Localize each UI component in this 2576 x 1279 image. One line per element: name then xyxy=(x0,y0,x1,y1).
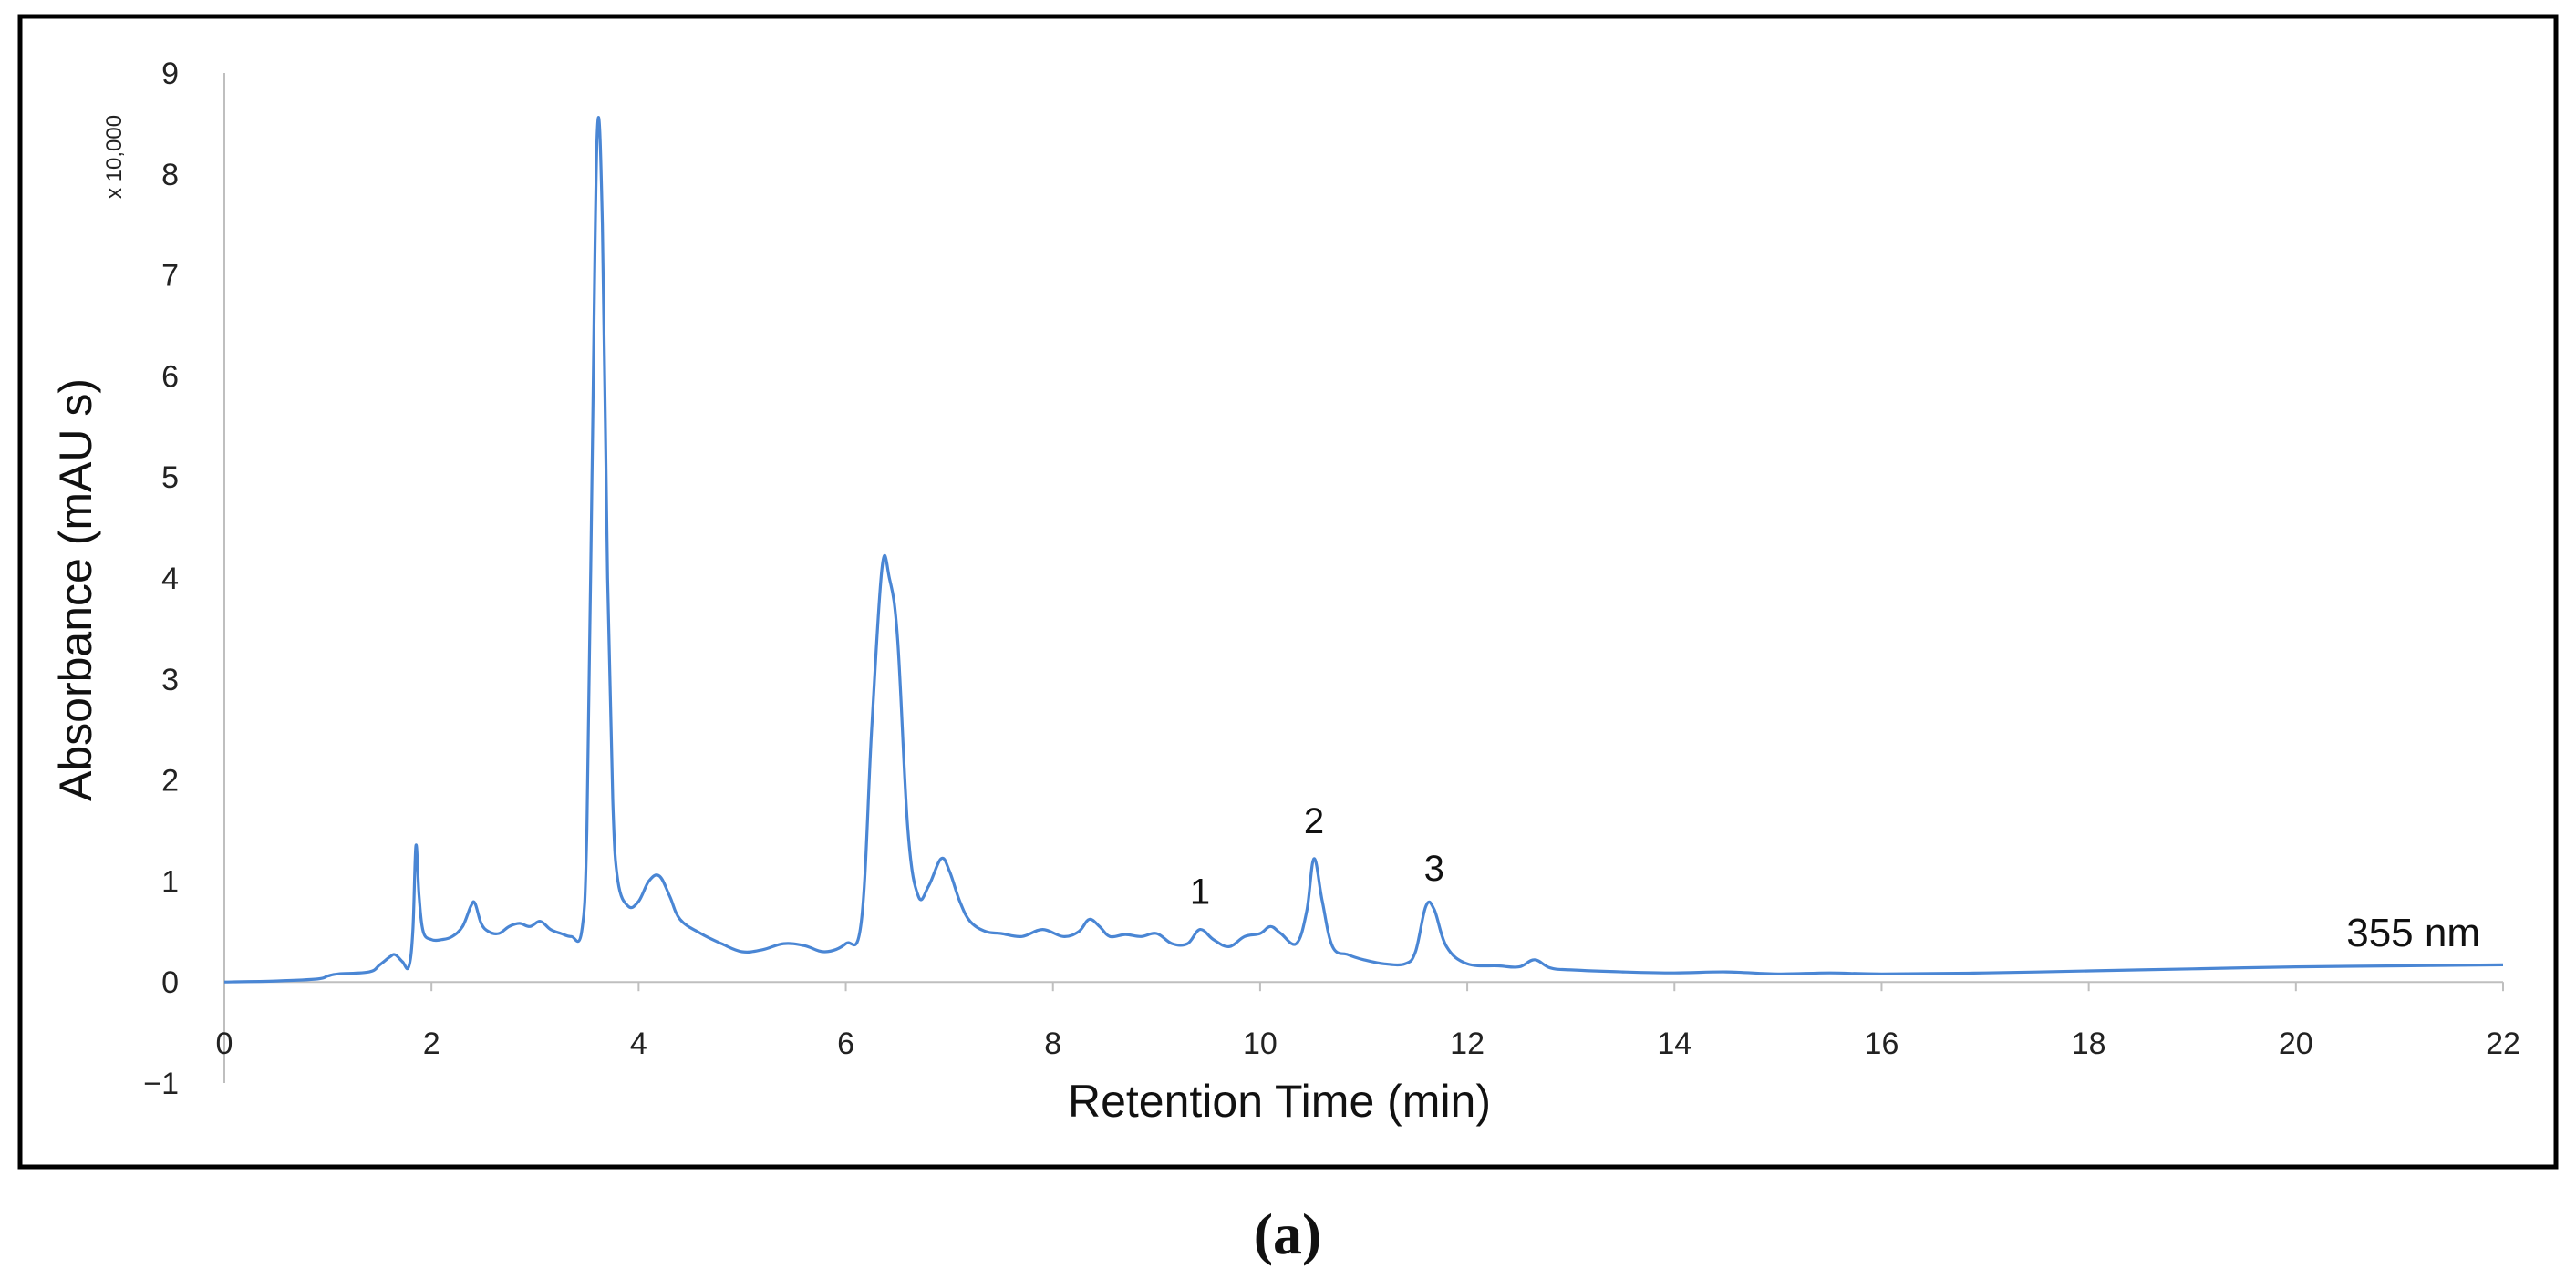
y-tick-label: 6 xyxy=(161,359,179,394)
y-multiplier-label: x 10,000 xyxy=(102,115,127,199)
peak-label: 2 xyxy=(1304,801,1324,841)
y-tick-label: 9 xyxy=(161,57,179,91)
x-tick-label: 16 xyxy=(1865,1026,1899,1061)
x-tick-label: 22 xyxy=(2486,1026,2520,1061)
y-axis-title: Absorbance (mAU s) xyxy=(50,378,101,801)
y-tick-label: 7 xyxy=(161,259,179,294)
x-tick-label: 18 xyxy=(2072,1026,2106,1061)
series-group xyxy=(223,116,2504,984)
y-tick-label: −1 xyxy=(143,1067,179,1101)
x-tick-label: 2 xyxy=(423,1026,440,1061)
peak-annotations: 1 2 3 xyxy=(1190,801,1444,913)
absorbance-trace xyxy=(223,116,2504,984)
y-tick-label: 4 xyxy=(161,562,179,596)
x-tick-label: 12 xyxy=(1450,1026,1485,1061)
x-tick-label: 0 xyxy=(216,1026,233,1061)
peak-label: 3 xyxy=(1424,849,1444,889)
x-tick-label: 6 xyxy=(837,1026,854,1061)
x-tick-label: 8 xyxy=(1044,1026,1061,1061)
y-tick-label: 8 xyxy=(161,158,179,192)
x-tick-label: 20 xyxy=(2279,1026,2313,1061)
chart-frame xyxy=(17,14,2559,1170)
y-tick-label: 2 xyxy=(161,764,179,799)
peak-label: 1 xyxy=(1190,872,1210,913)
panel-caption: (a) xyxy=(1254,1202,1322,1266)
y-tick-label: 0 xyxy=(161,965,179,1000)
y-tick-label: 3 xyxy=(161,663,179,697)
x-axis: 0 2 4 6 8 10 12 14 16 18 20 22 xyxy=(216,981,2520,1061)
y-tick-label: 1 xyxy=(161,864,179,899)
y-tick-label: 5 xyxy=(161,460,179,495)
wavelength-label: 355 nm xyxy=(2346,911,2480,955)
x-tick-label: 4 xyxy=(630,1026,647,1061)
x-axis-title: Retention Time (min) xyxy=(1068,1076,1491,1127)
x-tick-label: 14 xyxy=(1657,1026,1691,1061)
x-tick-label: 10 xyxy=(1243,1026,1278,1061)
y-axis: −1 0 1 2 3 4 5 6 7 8 9 xyxy=(143,57,225,1101)
